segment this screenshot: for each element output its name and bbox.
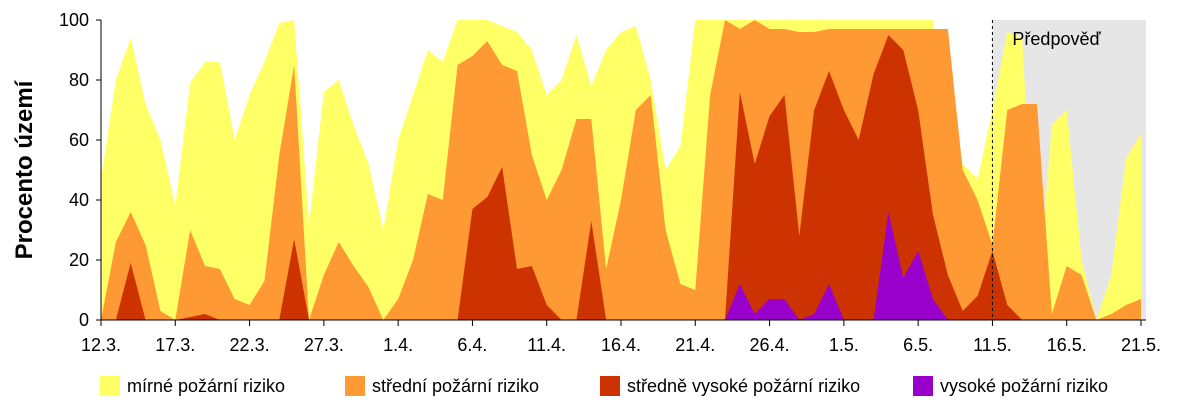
- y-tick-label: 0: [79, 310, 89, 330]
- x-tick-label: 6.4.: [457, 335, 487, 355]
- legend: mírné požární riziko střední požární rizi…: [100, 376, 1108, 396]
- legend-swatch: [913, 376, 933, 396]
- x-tick-label: 26.4.: [750, 335, 790, 355]
- legend-swatch: [600, 376, 620, 396]
- legend-label: mírné požární riziko: [127, 376, 285, 396]
- x-tick-label: 11.5.: [973, 335, 1012, 355]
- x-tick-label: 17.3.: [155, 335, 195, 355]
- x-tick-label: 16.4.: [601, 335, 641, 355]
- axes: [100, 20, 1146, 326]
- x-tick-label: 1.5.: [829, 335, 859, 355]
- x-tick-label: 6.5.: [903, 335, 933, 355]
- legend-swatch: [100, 376, 120, 396]
- series-area-2: [101, 35, 1141, 320]
- forecast-label: Předpověď: [1012, 29, 1101, 49]
- y-tick-label: 20: [69, 250, 89, 270]
- x-tick-label: 1.4.: [383, 335, 413, 355]
- x-tick-label: 16.5.: [1047, 335, 1087, 355]
- series-area-3: [101, 212, 1141, 320]
- y-tick-label: 40: [69, 190, 89, 210]
- series-areas: [101, 20, 1141, 320]
- legend-label: střední požární riziko: [372, 376, 539, 396]
- y-tick-label: 60: [69, 130, 89, 150]
- legend-swatch: [345, 376, 365, 396]
- legend-label: vysoké požární riziko: [940, 376, 1108, 396]
- legend-label: středně vysoké požární riziko: [627, 376, 860, 396]
- x-tick-label: 21.5.: [1121, 335, 1161, 355]
- x-tick-label: 11.4.: [527, 335, 566, 355]
- y-tick-label: 80: [69, 70, 89, 90]
- y-axis-ticks: 0 20 40 60 80 100: [59, 10, 101, 330]
- x-tick-label: 12.3.: [81, 335, 121, 355]
- x-tick-label: 27.3.: [304, 335, 344, 355]
- x-tick-label: 22.3.: [230, 335, 270, 355]
- x-tick-label: 21.4.: [675, 335, 715, 355]
- y-tick-label: 100: [59, 10, 89, 30]
- y-axis-label: Procento území: [11, 79, 38, 259]
- x-axis-ticks: 12.3. 17.3. 22.3. 27.3. 1.4. 6.4. 11.4. 16.4. 21…: [81, 320, 1161, 355]
